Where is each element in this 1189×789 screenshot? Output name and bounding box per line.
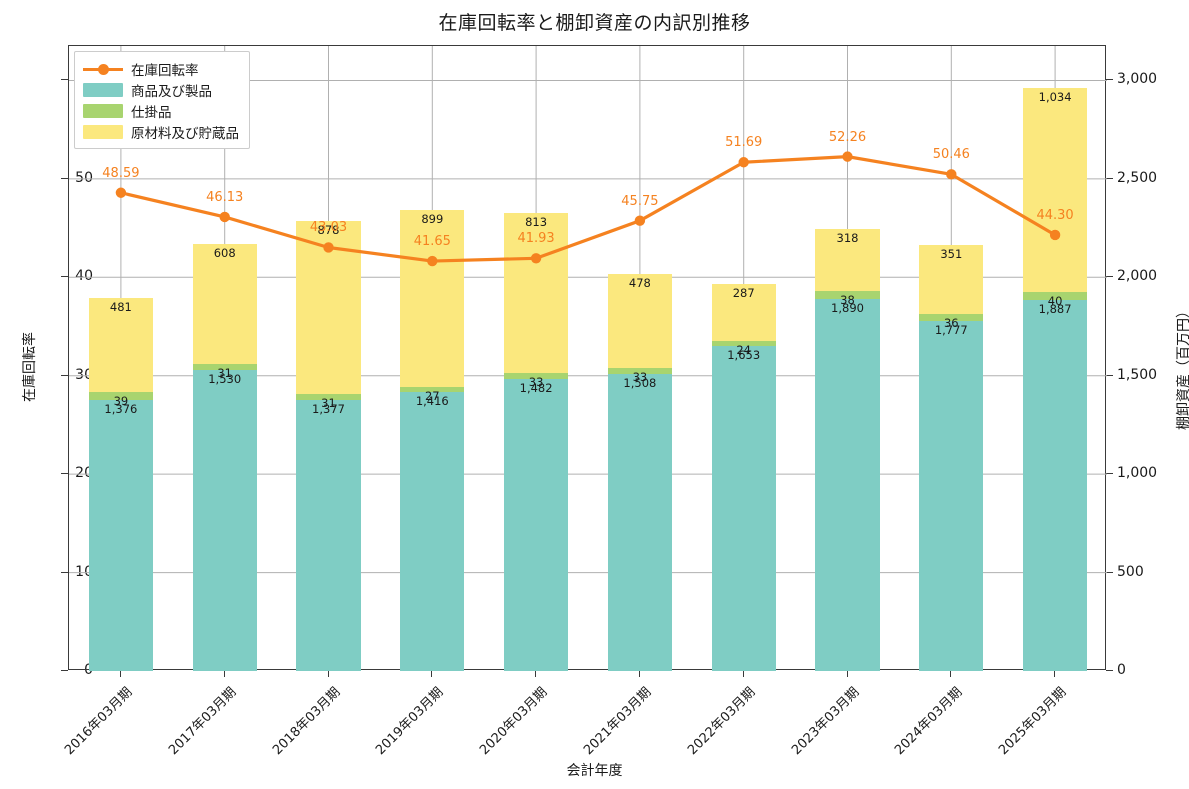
legend-item[interactable]: 商品及び製品 [83, 79, 239, 100]
x-axis-tickmark [638, 670, 640, 677]
legend-label: 商品及び製品 [131, 83, 212, 100]
x-axis-tickmark [327, 670, 329, 677]
y-axis-right-tick: 3,000 [1117, 71, 1158, 88]
x-axis-tickmark [950, 670, 952, 677]
y-axis-left-tickmark [61, 276, 68, 278]
y-axis-left-tick: 10 [75, 563, 93, 580]
y-axis-right-tickmark [1106, 571, 1113, 573]
legend-label: 仕掛品 [131, 104, 172, 121]
y-axis-right-tickmark [1106, 177, 1113, 179]
y-axis-right-tick: 2,500 [1117, 169, 1158, 186]
y-axis-left-tick: 50 [75, 169, 93, 186]
chart-legend[interactable]: 在庫回転率商品及び製品 仕掛品原材料及び貯蔵品 [74, 51, 250, 149]
x-axis-tickmark [1054, 670, 1056, 677]
legend-color-swatch-icon [83, 124, 123, 139]
x-axis-tickmark [431, 670, 433, 677]
legend-label: 在庫回転率 [131, 62, 199, 79]
y-axis-left-tick: 40 [75, 268, 93, 285]
y-axis-left-tickmark [61, 473, 68, 475]
y-axis-right-tickmark [1106, 473, 1113, 475]
y-axis-right-tickmark [1106, 79, 1113, 81]
legend-item[interactable]: 原材料及び貯蔵品 [83, 121, 239, 142]
legend-color-swatch-icon [83, 103, 123, 118]
x-axis-tickmark [846, 670, 848, 677]
chart-title: 在庫回転率と棚卸資産の内訳別推移 [438, 12, 751, 34]
y-axis-left-tick: 0 [84, 662, 93, 678]
legend-item[interactable]: 仕掛品 [83, 100, 239, 121]
y-axis-left-tickmark [61, 177, 68, 179]
y-axis-right-tick: 1,500 [1117, 366, 1158, 383]
y-axis-right-tick: 0 [1117, 662, 1126, 678]
y-axis-left-tickmark [61, 571, 68, 573]
y-axis-left-tick: 30 [75, 366, 93, 383]
y-axis-left-label: 在庫回転率 [22, 332, 38, 402]
x-axis-tickmark [119, 670, 121, 677]
x-axis-tickmark [223, 670, 225, 677]
y-axis-right-label: 棚卸資産（百万円） [1176, 304, 1189, 430]
y-axis-right-tick: 500 [1117, 563, 1144, 580]
y-axis-right-tickmark [1106, 276, 1113, 278]
y-axis-left-tickmark [61, 374, 68, 376]
y-axis-right-tick: 2,000 [1117, 268, 1158, 285]
legend-label: 原材料及び貯蔵品 [131, 125, 239, 142]
y-axis-left-tickmark [61, 670, 68, 671]
legend-line-swatch-icon [83, 62, 123, 76]
y-axis-right-tick: 1,000 [1117, 465, 1158, 482]
line-series-layer [115, 151, 1061, 267]
x-axis-label: 会計年度 [566, 763, 623, 779]
x-axis-tickmark [742, 670, 744, 677]
y-axis-right-tickmark [1106, 670, 1113, 671]
y-axis-right-tickmark [1106, 374, 1113, 376]
x-axis-tickmark [535, 670, 537, 677]
y-axis-left-tick: 20 [75, 465, 93, 482]
legend-color-swatch-icon [83, 82, 123, 97]
y-axis-left-tickmark [61, 79, 68, 81]
legend-item[interactable]: 在庫回転率 [83, 58, 239, 79]
